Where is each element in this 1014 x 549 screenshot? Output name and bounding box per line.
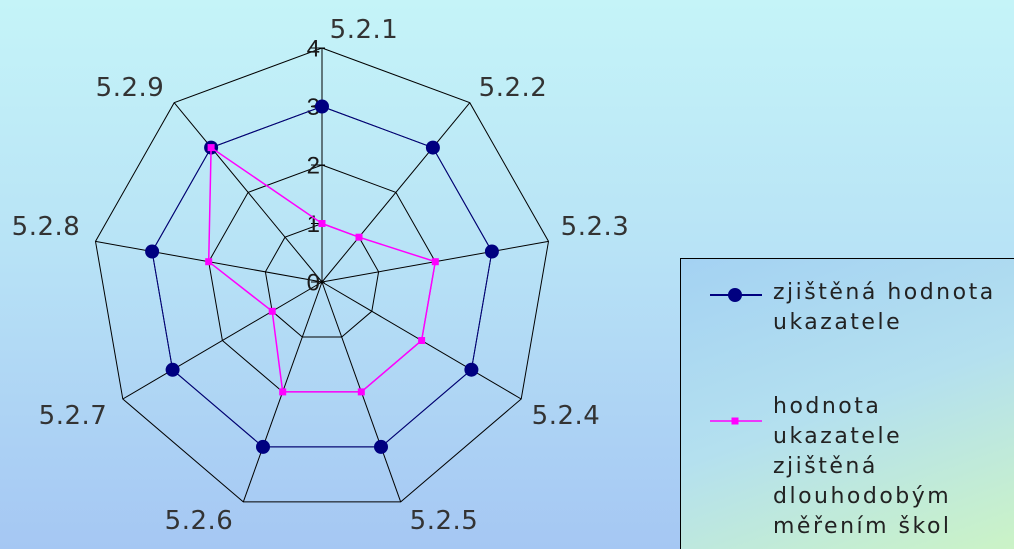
data-point-circle (315, 100, 329, 114)
category-label: 5.2.2 (479, 73, 548, 103)
r-tick-label: 2 (307, 153, 320, 180)
data-point-square (432, 258, 439, 265)
r-tick-label: 4 (307, 36, 320, 63)
data-point-circle (374, 440, 388, 454)
category-label: 5.2.4 (532, 401, 601, 431)
data-point-circle (426, 141, 440, 155)
data-point-circle (166, 363, 180, 377)
legend-key-square-marker (732, 418, 739, 425)
axis-spoke (322, 103, 470, 282)
legend: zjištěná hodnota ukazatele hodnota ukaza… (680, 258, 1014, 549)
category-label: 5.2.5 (410, 506, 479, 536)
data-point-circle (485, 245, 499, 259)
data-point-square (269, 308, 276, 315)
data-point-square (205, 258, 212, 265)
category-label: 5.2.1 (330, 15, 399, 45)
legend-label: hodnota ukazatele zjištěná dlouhodobým m… (773, 392, 1007, 542)
legend-label: zjištěná hodnota ukazatele (773, 278, 1007, 338)
data-point-square (358, 388, 365, 395)
category-label: 5.2.7 (39, 401, 108, 431)
axis-spoke (174, 103, 322, 282)
category-label: 5.2.9 (96, 73, 165, 103)
category-label: 5.2.8 (12, 212, 81, 242)
radar-grid (96, 48, 549, 502)
category-label: 5.2.6 (165, 506, 234, 536)
data-point-square (356, 234, 363, 241)
legend-key-circle-marker (728, 288, 742, 302)
data-point-square (319, 220, 326, 227)
axis-spoke (123, 282, 322, 399)
data-point-square (418, 337, 425, 344)
data-point-circle (464, 363, 478, 377)
legend-key-square (708, 411, 764, 431)
data-point-square (279, 388, 286, 395)
data-point-circle (145, 245, 159, 259)
category-label: 5.2.3 (561, 212, 630, 242)
data-point-square (208, 144, 215, 151)
r-tick-label: 0 (307, 270, 320, 297)
r-axis-tick-labels: 0 1 2 3 4 (307, 36, 320, 297)
data-point-circle (256, 440, 270, 454)
category-labels: 5.2.1 5.2.2 5.2.3 5.2.4 5.2.5 5.2.6 5.2.… (12, 15, 630, 536)
legend-key-circle (708, 285, 764, 305)
